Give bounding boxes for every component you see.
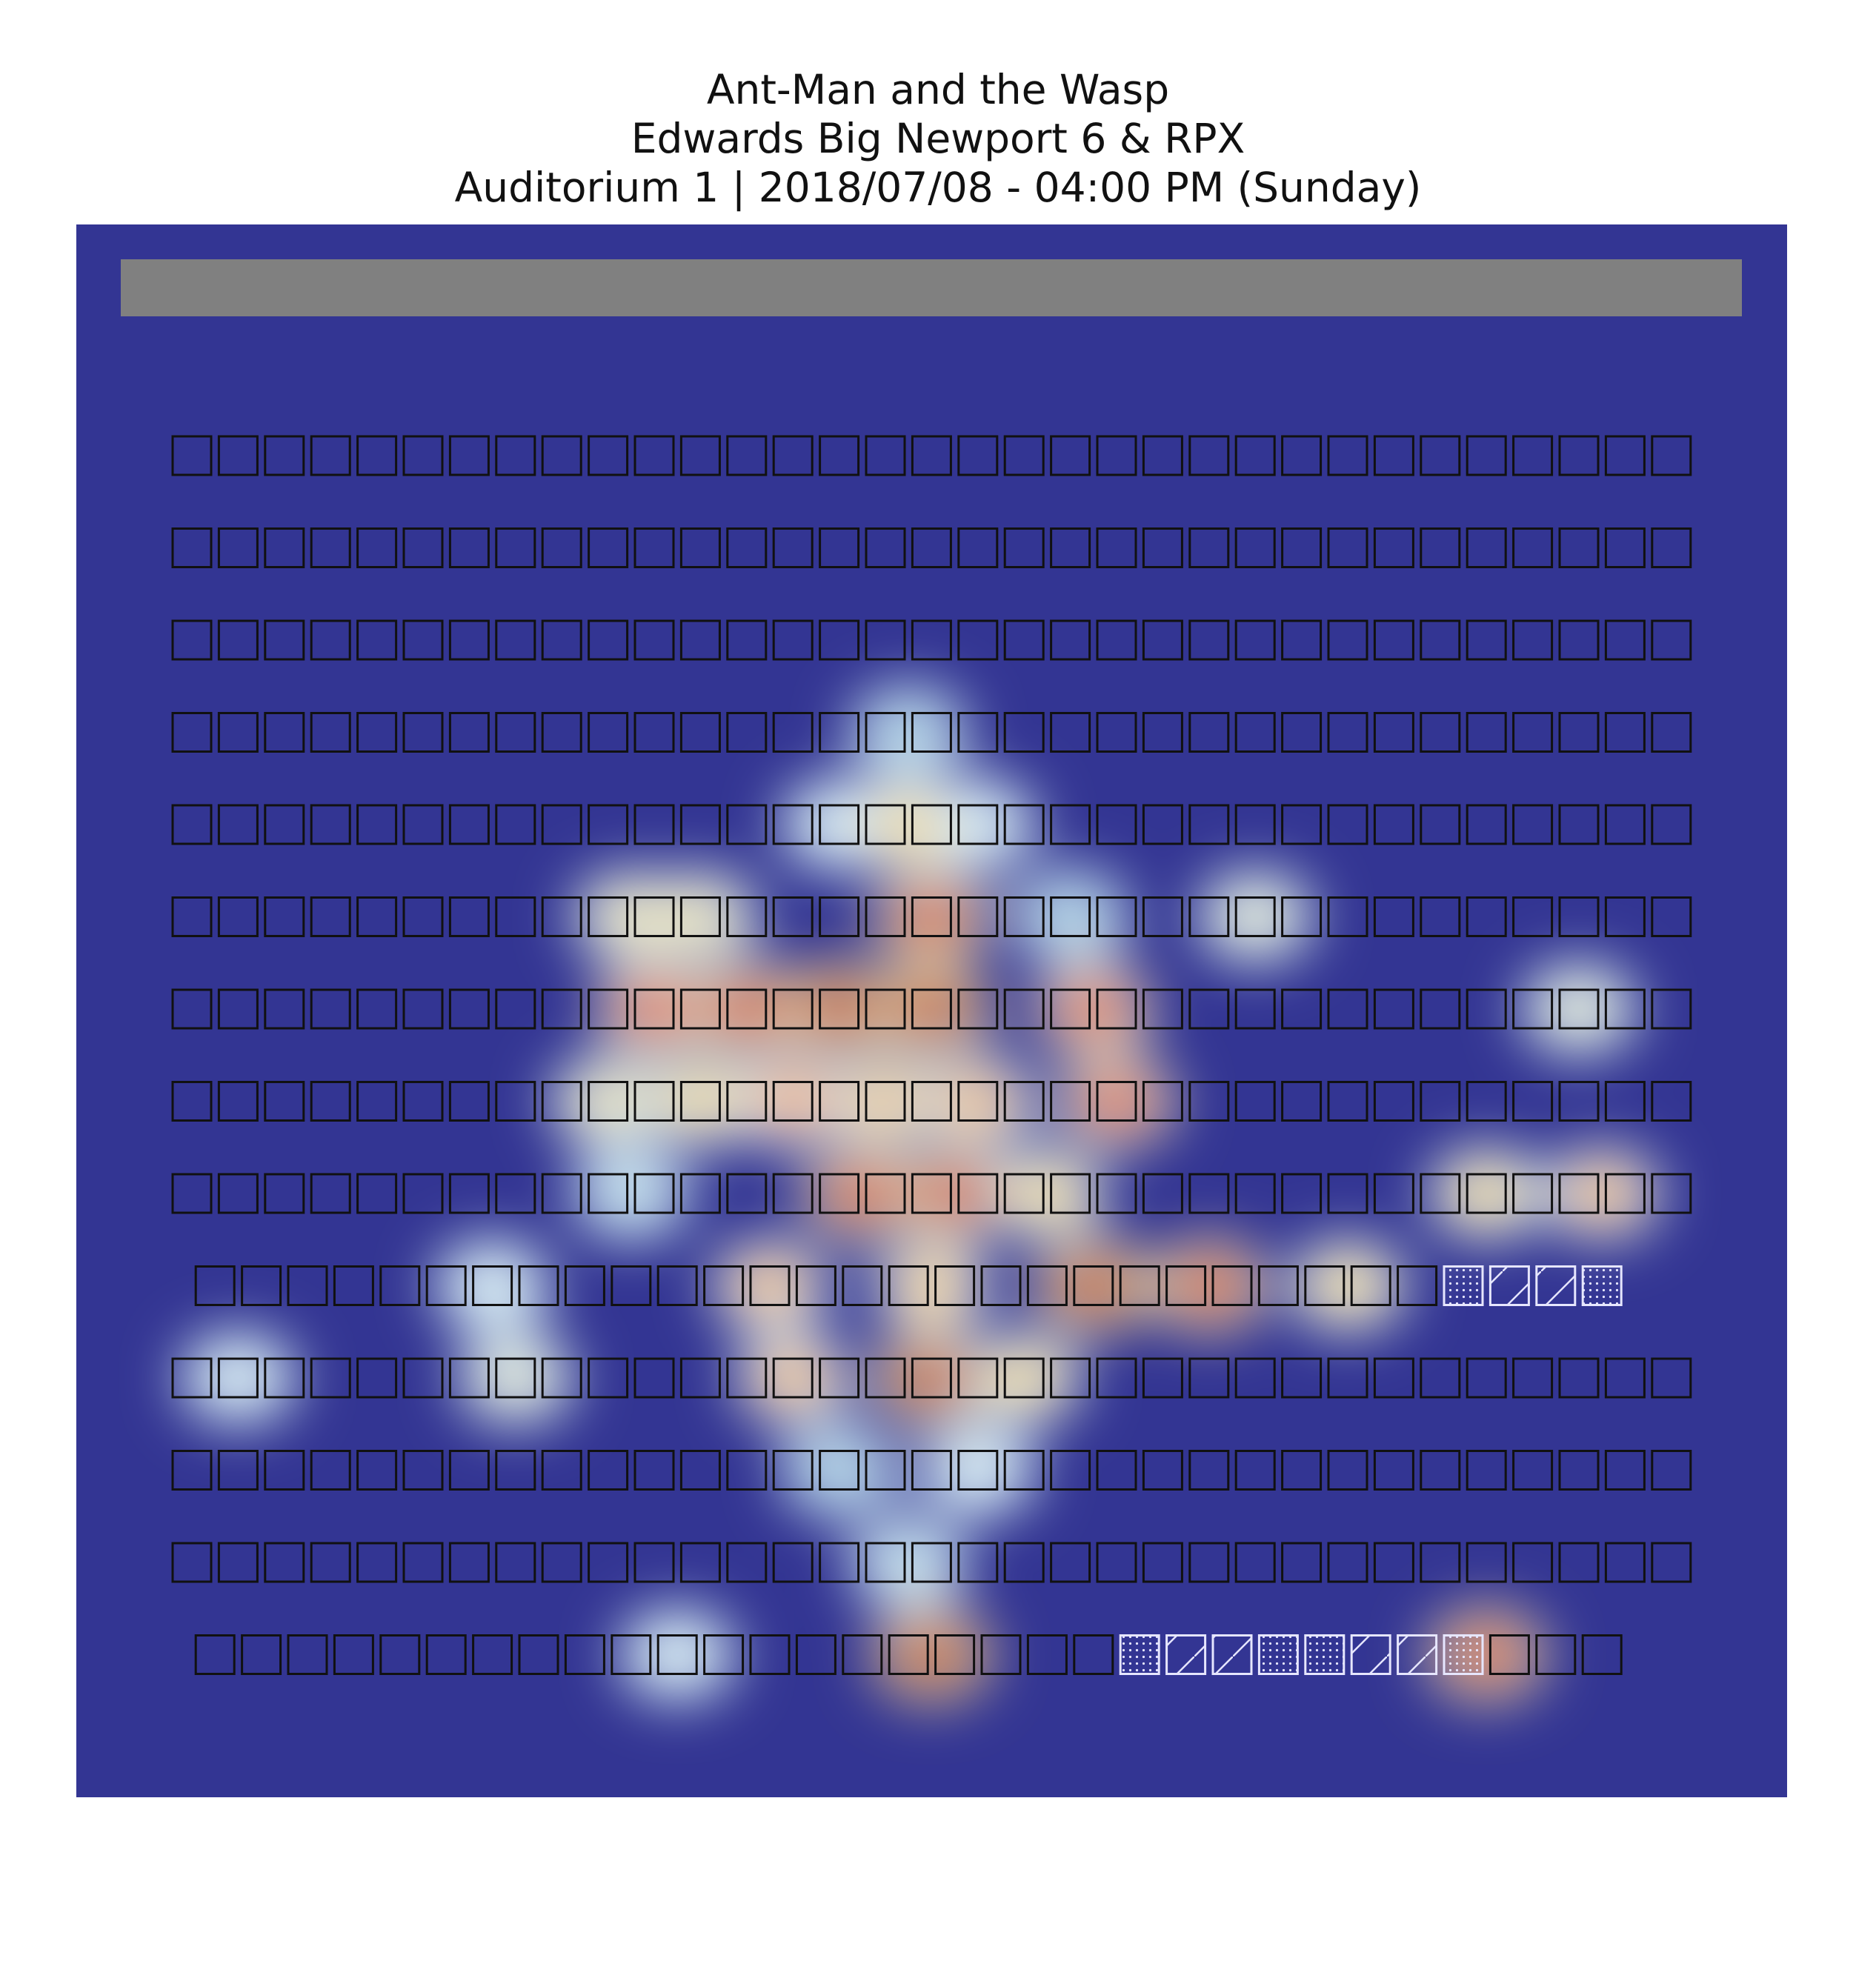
seat-r9-c28 xyxy=(1490,1267,1529,1305)
seat-r13-c24 xyxy=(1305,1636,1344,1674)
screen-bar xyxy=(121,259,1742,316)
seat-r13-c25 xyxy=(1351,1636,1390,1674)
seat-r13-c21 xyxy=(1167,1636,1205,1674)
seat-r9-c27 xyxy=(1444,1267,1483,1305)
seat-r13-c22 xyxy=(1213,1636,1251,1674)
seat-r13-c20 xyxy=(1120,1636,1159,1674)
seat-r9-c30 xyxy=(1583,1267,1621,1305)
seat-r9-c29 xyxy=(1537,1267,1575,1305)
seat-r13-c26 xyxy=(1398,1636,1437,1674)
seat-r13-c27 xyxy=(1444,1636,1483,1674)
seat-r13-c23 xyxy=(1259,1636,1297,1674)
